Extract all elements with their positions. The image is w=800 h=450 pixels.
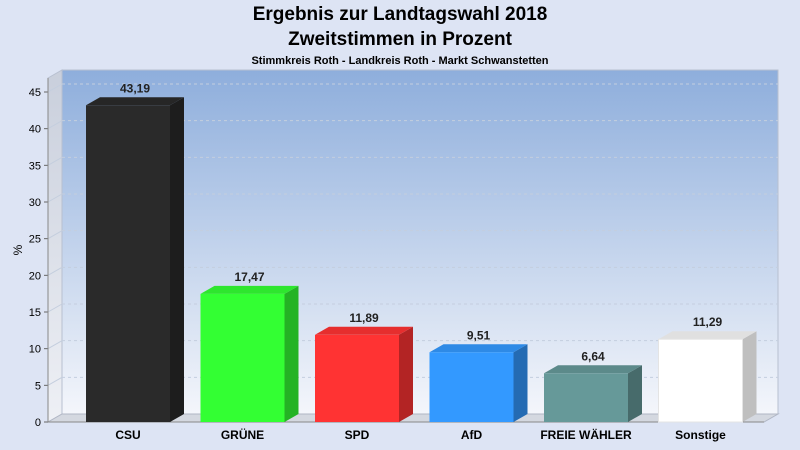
- bar-front: [429, 352, 514, 422]
- category-label: FREIE WÄHLER: [540, 427, 632, 442]
- bar-front: [86, 105, 170, 423]
- gridline-side: [47, 156, 63, 166]
- bar-top: [315, 326, 413, 335]
- bar-top: [200, 285, 299, 294]
- y-tick-label: 25: [29, 234, 41, 246]
- y-tick-label: 45: [29, 87, 41, 99]
- bar-gr-ne: [200, 285, 299, 422]
- y-tick-label: 30: [29, 197, 41, 209]
- value-label: 9,51: [467, 328, 491, 342]
- bar-freie-w-hler: [544, 365, 642, 422]
- bar-front: [315, 334, 399, 422]
- chart-title: Ergebnis zur Landtagswahl 2018: [252, 4, 548, 25]
- bar-csu: [86, 97, 184, 423]
- bar-side: [742, 331, 757, 422]
- gridline-side: [47, 376, 63, 386]
- value-label: 11,89: [349, 311, 379, 325]
- gridline-side: [47, 193, 63, 203]
- bar-afd: [429, 344, 528, 422]
- category-label: AfD: [461, 428, 483, 442]
- bar-side: [399, 326, 413, 422]
- bar-top: [544, 365, 642, 374]
- category-label: CSU: [115, 428, 140, 442]
- category-label: Sonstige: [675, 428, 726, 442]
- value-label: 43,19: [120, 81, 150, 95]
- gridline-side: [47, 83, 63, 93]
- chart-title-line2: Zweitstimmen in Prozent: [288, 29, 512, 50]
- gridline-side: [47, 303, 63, 313]
- gridline-side: [47, 266, 63, 276]
- bar-top: [658, 331, 757, 340]
- value-label: 17,47: [234, 270, 264, 284]
- plot-side-wall: [47, 69, 63, 423]
- chart-subtitle: Stimmkreis Roth - Landkreis Roth - Markt…: [251, 55, 549, 67]
- bar-spd: [315, 326, 413, 422]
- bar-front: [544, 373, 628, 422]
- y-tick-label: 35: [29, 160, 41, 172]
- category-label: SPD: [345, 428, 370, 442]
- y-tick-label: 15: [29, 307, 41, 319]
- y-tick-label: 40: [29, 124, 41, 136]
- bar-sonstige: [658, 331, 757, 423]
- bar-front: [200, 293, 285, 422]
- bar-side: [284, 285, 299, 422]
- y-tick-label: 0: [35, 417, 41, 429]
- bar-side: [513, 344, 528, 422]
- y-tick-label: 20: [29, 270, 41, 282]
- gridline-side: [47, 230, 63, 240]
- bar-side: [170, 97, 184, 423]
- bar-top: [429, 344, 528, 353]
- bar-side: [628, 365, 642, 422]
- gridline-side: [47, 340, 63, 350]
- bar-front: [658, 338, 743, 423]
- gridline-side: [47, 120, 63, 130]
- y-axis-label: %: [11, 244, 25, 255]
- y-tick-label: 5: [35, 380, 41, 392]
- bar-top: [86, 97, 184, 106]
- value-label: 6,64: [581, 349, 605, 363]
- y-tick-label: 10: [29, 344, 41, 356]
- category-label: GRÜNE: [221, 427, 264, 442]
- value-label: 11,29: [693, 315, 723, 329]
